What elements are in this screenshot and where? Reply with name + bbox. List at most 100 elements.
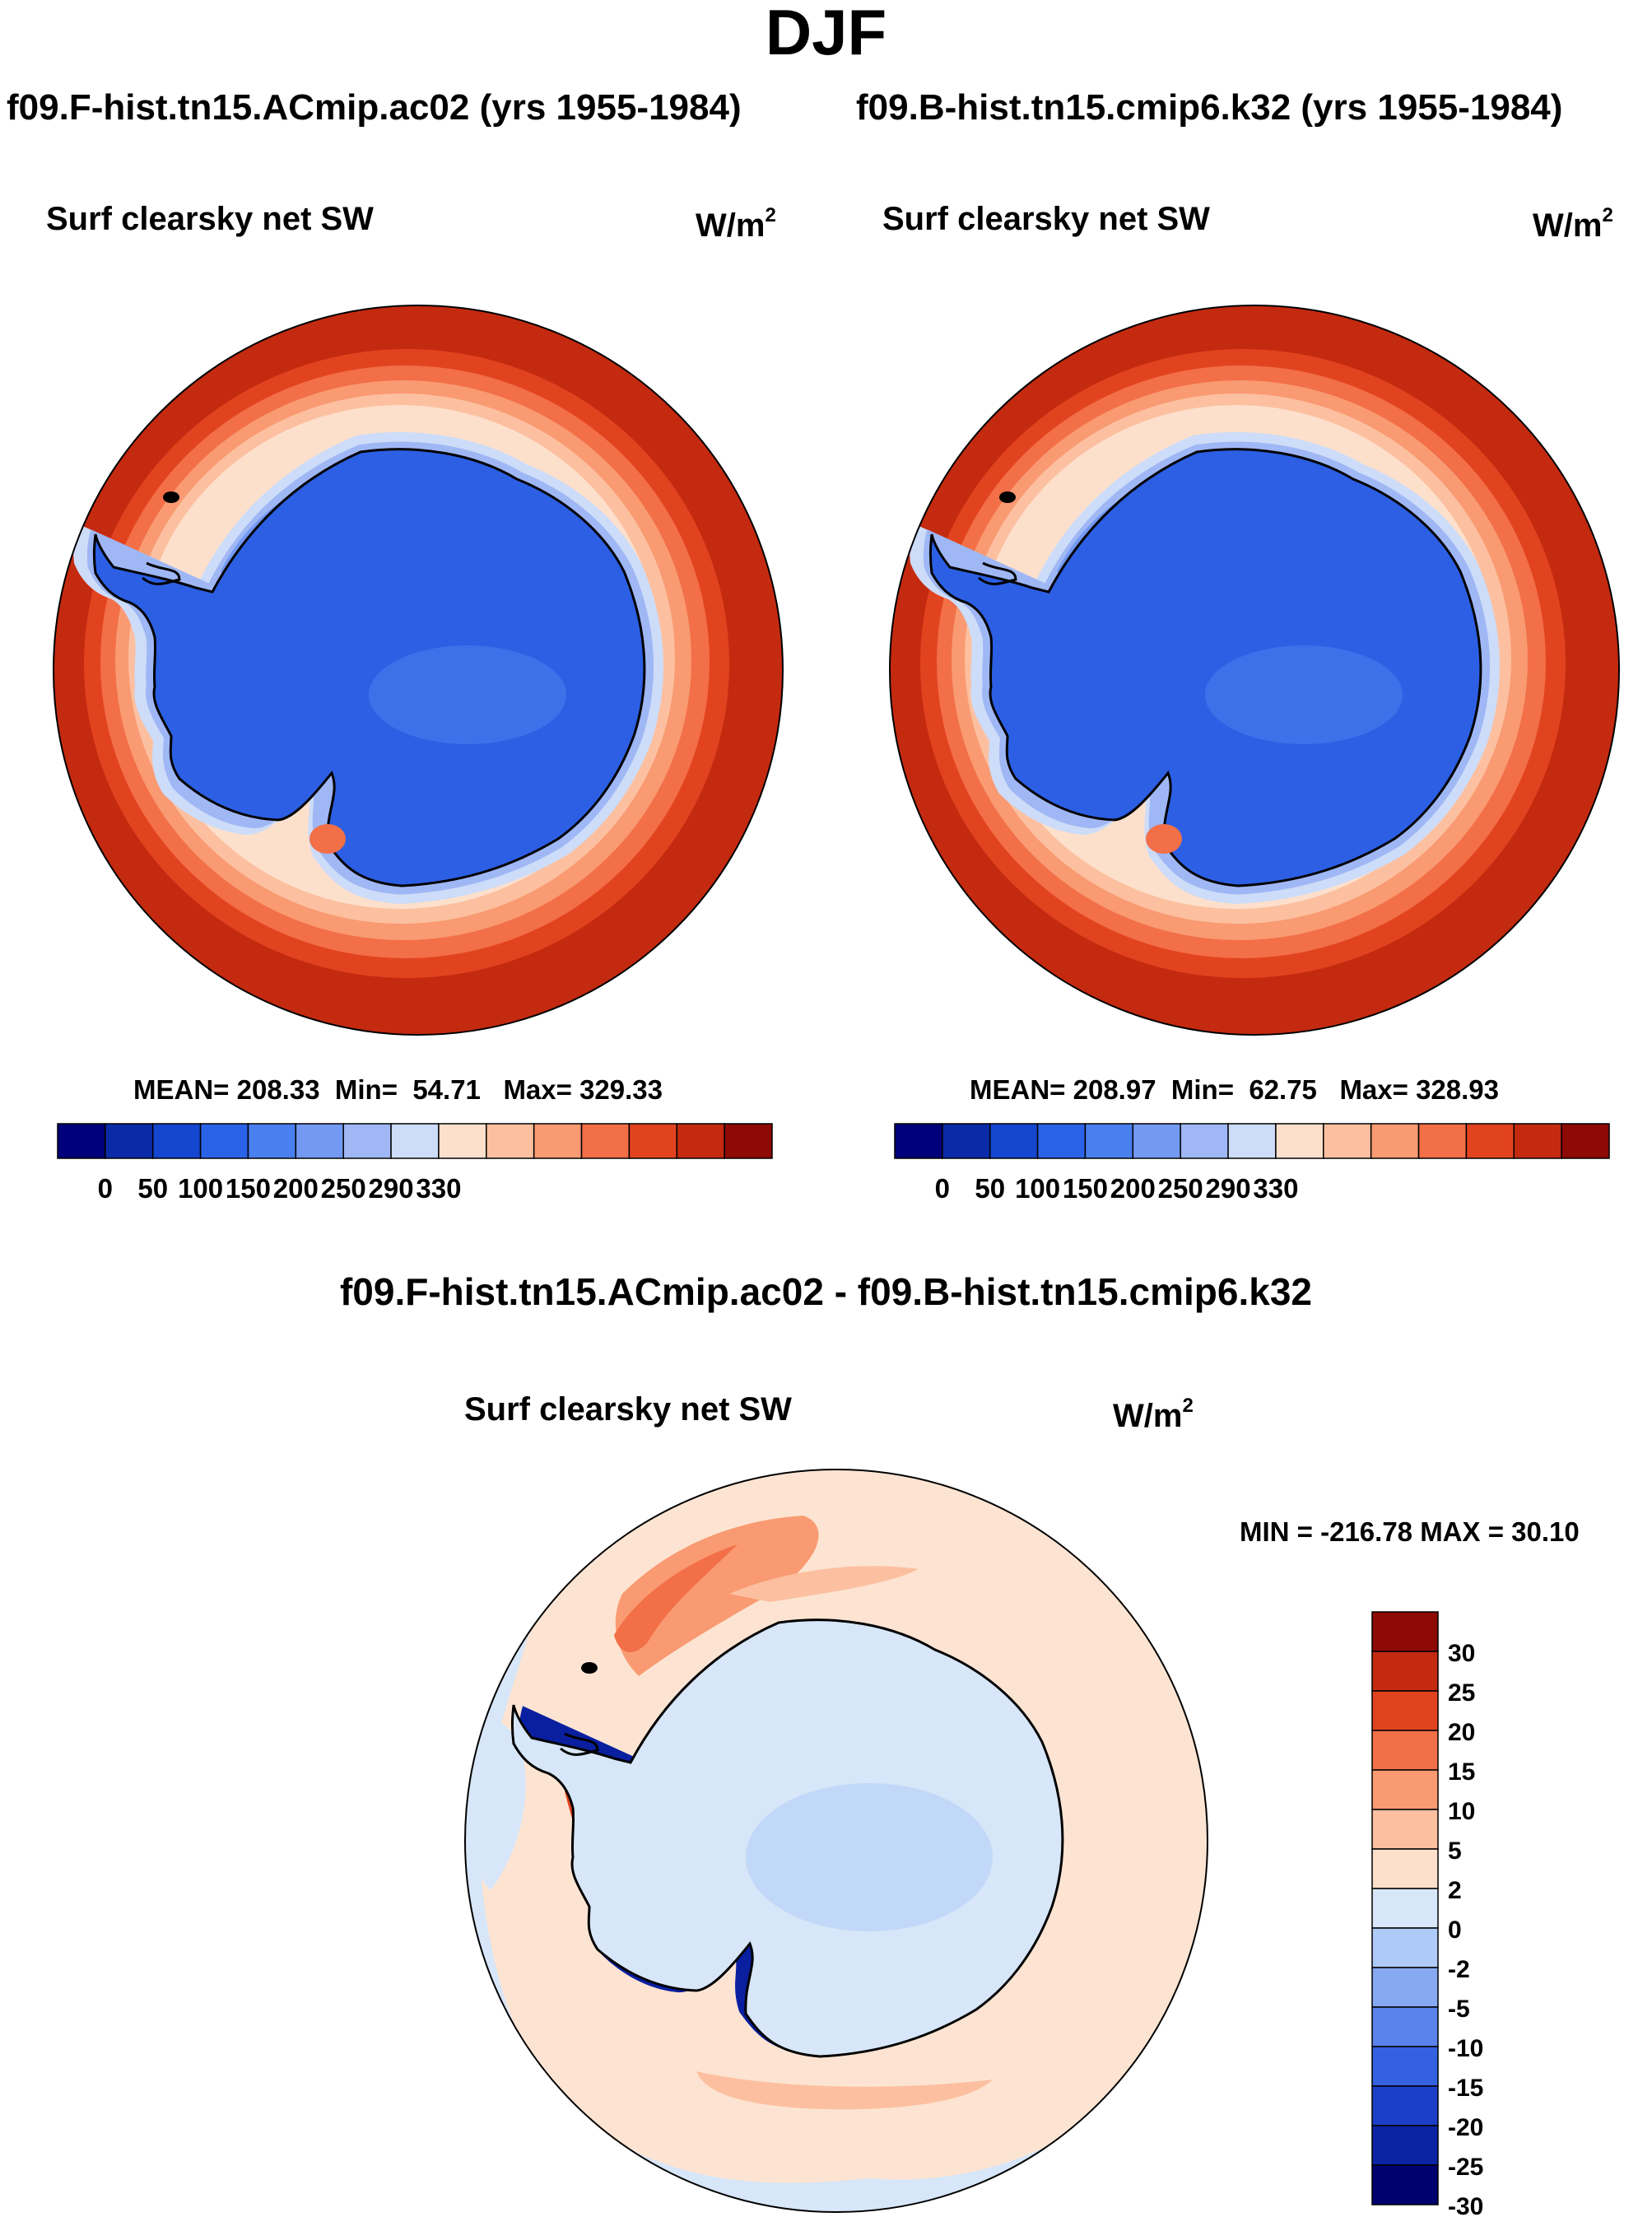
right-colorbar-swatch-11: [1417, 1123, 1468, 1159]
diff-colorbar-tick-label: -25: [1448, 2154, 1483, 2181]
right-colorbar-swatch-1: [942, 1123, 991, 1159]
left-colorbar-swatch-1: [105, 1123, 154, 1159]
diff-colorbar-swatch-13: [1371, 2125, 1439, 2166]
left-colorbar-swatch-8: [438, 1123, 487, 1159]
left-colorbar-swatch-6: [342, 1123, 392, 1159]
left-variable-title: Surf clearsky net SW: [46, 201, 374, 237]
diff-colorbar-swatch-4: [1371, 1769, 1439, 1810]
difference-polar-map: [464, 1469, 1208, 2213]
right-colorbar-tick-label: 100: [1015, 1173, 1060, 1204]
diff-colorbar-tick-label: 5: [1448, 1837, 1462, 1865]
left-colorbar-swatch-9: [486, 1123, 535, 1159]
left-units-label: W/m2: [696, 204, 776, 245]
page-title: DJF: [765, 0, 887, 68]
left-colorbar-swatch-5: [295, 1123, 344, 1159]
diff-colorbar-tick-label: 30: [1448, 1640, 1475, 1667]
right-colorbar-swatch-6: [1180, 1123, 1229, 1159]
diff-negative-west-patch: [465, 1721, 526, 1890]
diff-colorbar-tick-label: -30: [1448, 2193, 1483, 2217]
diff-colorbar-tick-label: -20: [1448, 2114, 1483, 2141]
diff-colorbar-tick-label: 10: [1448, 1798, 1475, 1825]
right-colorbar-swatch-5: [1132, 1123, 1181, 1159]
diff-colorbar-swatch-2: [1371, 1690, 1439, 1731]
right-colorbar-swatch-3: [1036, 1123, 1087, 1159]
right-colorbar-tick-label: 50: [975, 1173, 1005, 1204]
diff-colorbar-swatch-9: [1371, 1967, 1439, 2008]
diff-colorbar-tick-label: -15: [1448, 2075, 1483, 2102]
right-ronne-shelf-line: [978, 561, 1017, 585]
left-colorbar-tick-label: 50: [137, 1173, 168, 1204]
diff-colorbar-swatch-14: [1371, 2164, 1439, 2205]
diff-colorbar-tick-label: -10: [1448, 2035, 1483, 2062]
diff-colorbar-tick-label: 20: [1448, 1719, 1475, 1746]
right-colorbar: 0 50 100 150 200 250 290 330: [894, 1123, 1610, 1204]
diff-colorbar-tick-label: 2: [1448, 1877, 1462, 1904]
right-island-mark: [999, 491, 1016, 503]
right-colorbar-tick-label: 290: [1206, 1173, 1251, 1204]
right-colorbar-swatch-4: [1084, 1123, 1134, 1159]
diff-positive-weddell-plume: [615, 1516, 819, 1676]
diff-interior-texture: [746, 1783, 993, 1931]
left-colorbar-swatch-12: [628, 1123, 678, 1159]
diff-strong-positive-weddell: [614, 1544, 738, 1652]
diff-colorbar-tick-label: -2: [1448, 1956, 1470, 1983]
diff-colorbar-swatch-1: [1371, 1651, 1439, 1692]
left-colorbar-tick-label: 290: [369, 1173, 414, 1204]
right-case-title: f09.B-hist.tn15.cmip6.k32 (yrs 1955-1984…: [856, 87, 1563, 128]
right-colorbar-tick-label: 200: [1110, 1173, 1156, 1204]
left-colorbar-swatch-11: [580, 1123, 631, 1159]
left-colorbar-swatch-7: [390, 1123, 440, 1159]
diff-colorbar-swatch-5: [1371, 1809, 1439, 1850]
right-colorbar-swatch-10: [1370, 1123, 1420, 1159]
left-ronne-shelf-line: [142, 561, 181, 585]
right-colorbar-tick-label: 330: [1253, 1173, 1298, 1204]
right-polar-map: [889, 305, 1620, 1036]
diff-colorbar-swatch-8: [1371, 1927, 1439, 1968]
right-colorbar-swatch-14: [1561, 1123, 1610, 1159]
diff-colorbar-tick-label: 25: [1448, 1679, 1475, 1707]
left-colorbar-swatch-4: [247, 1123, 297, 1159]
left-polar-map: [53, 305, 784, 1036]
diff-colorbar-tick-label: -5: [1448, 1996, 1470, 2023]
diff-colorbar-tick-label: 0: [1448, 1917, 1462, 1944]
left-map-border: [53, 305, 784, 1036]
right-variable-title: Surf clearsky net SW: [882, 201, 1210, 237]
left-colorbar-tick-label: 150: [226, 1173, 271, 1204]
right-colorbar-swatch-2: [989, 1123, 1039, 1159]
right-colorbar-tick-label: 0: [935, 1173, 950, 1204]
diff-colorbar-swatch-12: [1371, 2085, 1439, 2126]
diff-colorbar-swatch-10: [1371, 2006, 1439, 2047]
right-colorbar-swatch-12: [1465, 1123, 1515, 1159]
left-ross-warm-spot: [309, 824, 346, 854]
right-colorbar-tick-label: 150: [1063, 1173, 1108, 1204]
diff-positive-ross-band: [696, 2071, 993, 2110]
right-colorbar-swatch-9: [1323, 1123, 1372, 1159]
left-island-mark: [163, 491, 179, 503]
right-east-plateau: [1205, 645, 1403, 744]
diff-colorbar-tick-label: 15: [1448, 1758, 1475, 1786]
diff-island-mark: [581, 1662, 598, 1674]
diff-colorbar-swatch-0: [1371, 1611, 1439, 1652]
left-colorbar-swatch-3: [199, 1123, 249, 1159]
difference-title: f09.F-hist.tn15.ACmip.ac02 - f09.B-hist.…: [339, 1270, 1313, 1313]
right-units-label: W/m2: [1533, 204, 1613, 245]
left-colorbar-tick-label: 200: [273, 1173, 319, 1204]
right-ross-warm-spot: [1146, 824, 1182, 854]
diff-colorbar-swatch-11: [1371, 2046, 1439, 2087]
diff-colorbar-swatch-6: [1371, 1848, 1439, 1889]
diff-ronne-shelf-line: [560, 1732, 599, 1756]
left-colorbar-swatch-14: [724, 1123, 773, 1159]
right-colorbar-tick-label: 250: [1158, 1173, 1203, 1204]
left-colorbar-swatch-13: [676, 1123, 725, 1159]
left-colorbar-tick-label: 0: [98, 1173, 113, 1204]
left-east-plateau: [369, 645, 566, 744]
right-colorbar-swatch-13: [1513, 1123, 1562, 1159]
right-colorbar-swatch-0: [894, 1123, 943, 1159]
left-colorbar-swatch-10: [533, 1123, 583, 1159]
diff-variable-title: Surf clearsky net SW: [464, 1391, 792, 1428]
diff-colorbar-swatch-7: [1371, 1888, 1439, 1929]
left-colorbar-swatch-2: [151, 1123, 202, 1159]
diff-positive-north-arc: [729, 1566, 919, 1602]
right-map-border: [889, 305, 1620, 1036]
